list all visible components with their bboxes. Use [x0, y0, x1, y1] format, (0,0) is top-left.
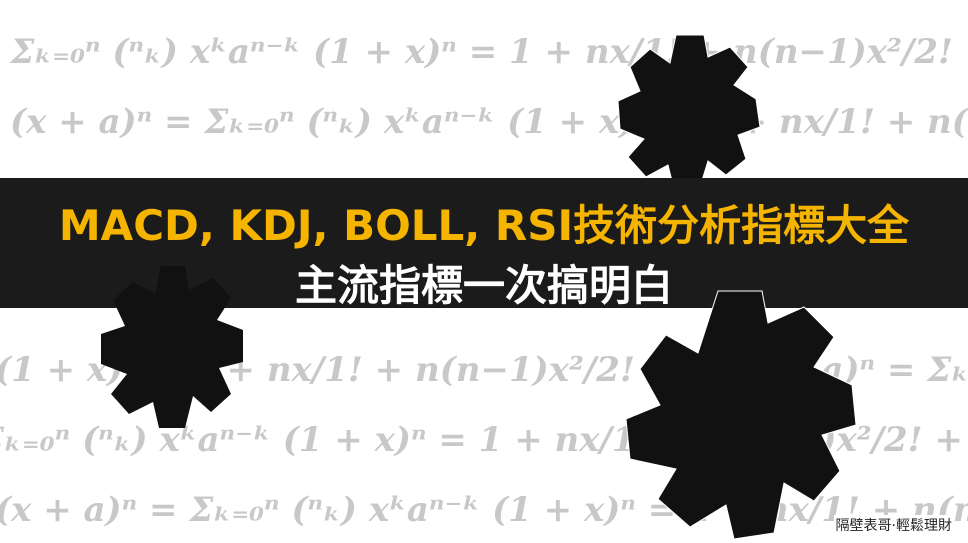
formula-row-2: (x + a)ⁿ = Σₖ₌₀ⁿ (ⁿₖ) xᵏaⁿ⁻ᵏ (1 + x)ⁿ = …: [10, 102, 968, 142]
gear-icon: [101, 266, 243, 428]
credit-text: 隔壁表哥·輕鬆理財: [833, 515, 954, 535]
gear-icon: [617, 34, 761, 190]
page-subtitle: 主流指標一次搞明白: [294, 261, 673, 310]
formula-row-1: = Σₖ₌₀ⁿ (ⁿₖ) xᵏaⁿ⁻ᵏ (1 + x)ⁿ = 1 + nx/1!…: [0, 32, 968, 72]
gear-icon: [625, 290, 857, 540]
page-title: MACD, KDJ, BOLL, RSI技術分析指標大全: [58, 201, 910, 250]
